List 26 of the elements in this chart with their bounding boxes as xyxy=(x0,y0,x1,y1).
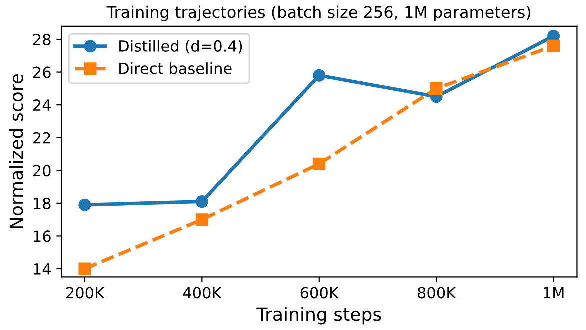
y-tick-label: 20 xyxy=(33,165,51,177)
point xyxy=(313,69,326,82)
x-tick-label: 400K xyxy=(183,287,222,299)
y-tick-label: 26 xyxy=(33,66,51,78)
point xyxy=(430,82,443,95)
chart-title: Training trajectories (batch size 256, 1M parameters) xyxy=(106,6,530,22)
y-tick-label: 18 xyxy=(34,198,51,210)
x-tick-label: 1M xyxy=(544,287,564,299)
y-tick-label: 24 xyxy=(33,100,51,111)
y-tick-label: 22 xyxy=(33,132,50,144)
point xyxy=(196,214,208,226)
y-axis-title: Normalized score xyxy=(9,74,24,228)
point xyxy=(78,262,92,276)
point xyxy=(313,158,326,170)
point xyxy=(196,196,208,208)
x-tick-label: 600K xyxy=(300,287,340,299)
y-tick-label: 28 xyxy=(33,34,51,46)
point xyxy=(78,198,92,212)
x-tick-label: 800K xyxy=(418,287,456,299)
y-tick-label: 16 xyxy=(34,230,51,242)
x-axis-title: Training steps xyxy=(256,307,382,325)
point xyxy=(548,40,560,52)
legend-label: Distilled (d=0.4) xyxy=(120,40,242,54)
legend-label: Direct baseline xyxy=(120,62,232,74)
y-tick-label: 14 xyxy=(34,264,51,275)
x-tick-label: 200K xyxy=(66,287,105,299)
